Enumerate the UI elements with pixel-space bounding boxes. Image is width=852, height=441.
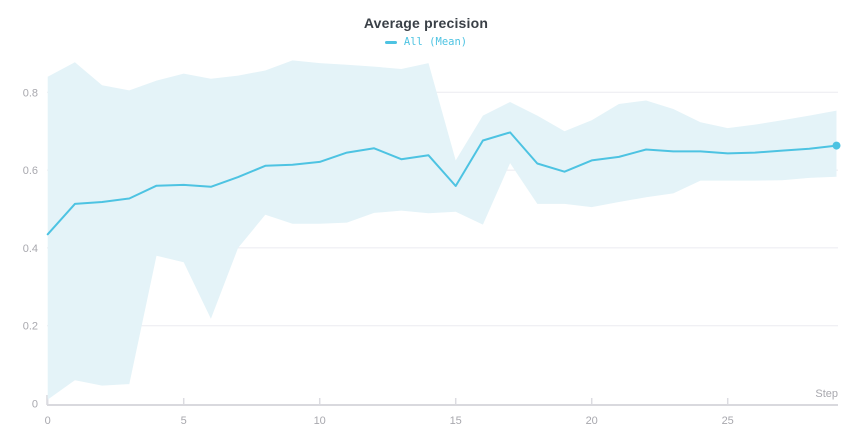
mean-line[interactable] — [46, 131, 838, 236]
x-tick-label: 20 — [586, 415, 598, 427]
x-tick-label: 5 — [181, 415, 187, 427]
x-tick-label: 10 — [314, 415, 326, 427]
x-tick-label: 15 — [450, 415, 462, 427]
y-tick-label: 0.8 — [23, 87, 38, 99]
chart-title: Average precision — [363, 15, 489, 31]
legend-label: All (Mean) — [403, 36, 468, 48]
legend-item-all-mean[interactable]: All (Mean) — [384, 33, 468, 50]
legend-dash-icon — [384, 40, 397, 44]
legend: All (Mean) — [0, 36, 852, 48]
last-point-marker[interactable] — [832, 141, 841, 150]
confidence-band — [47, 60, 837, 400]
x-tick-label: 0 — [45, 415, 51, 427]
y-tick-label: 0.2 — [23, 321, 38, 333]
x-axis-title: Step — [815, 388, 838, 400]
x-tick-label: 25 — [722, 415, 734, 427]
y-tick-label: 0.4 — [23, 243, 38, 255]
y-tick-label: 0.6 — [23, 165, 38, 177]
y-tick-label: 0 — [32, 399, 38, 411]
